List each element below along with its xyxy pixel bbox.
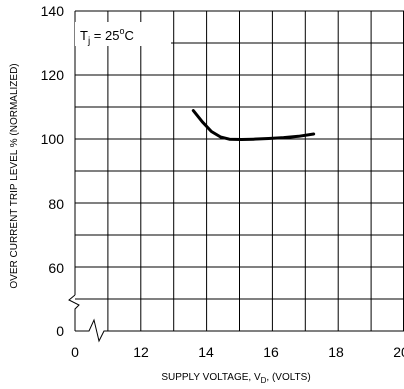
series-line — [191, 109, 316, 141]
x-tick-label: 16 — [263, 344, 279, 360]
annotation-label: Tj = 25oC — [80, 26, 134, 47]
annotation-box — [75, 22, 171, 46]
tick-labels: 0 12 14 16 18 20 0 60 80 100 120 140 — [41, 3, 404, 360]
x-axis-label: SUPPLY VOLTAGE, VD, (VOLTS) — [161, 372, 310, 385]
y-tick-label: 100 — [41, 131, 65, 147]
y-tick-label: 0 — [56, 323, 64, 339]
grid — [75, 11, 404, 331]
x-tick-label: 14 — [198, 344, 214, 360]
x-tick-label: 12 — [133, 344, 149, 360]
y-tick-label: 140 — [41, 3, 65, 19]
y-tick-label: 120 — [41, 67, 65, 83]
series-group — [191, 109, 316, 141]
y-axis-label: OVER CURRENT TRIP LEVEL % (NORMALIZED) — [9, 63, 20, 288]
axes — [68, 10, 404, 343]
x-tick-label: 18 — [328, 344, 344, 360]
y-tick-label: 80 — [48, 196, 64, 212]
y-axis-break — [68, 294, 80, 331]
x-tick-label: 20 — [393, 344, 404, 360]
x-tick-label: 0 — [71, 344, 79, 360]
y-tick-label: 60 — [48, 260, 64, 276]
x-axis-break — [75, 318, 404, 343]
